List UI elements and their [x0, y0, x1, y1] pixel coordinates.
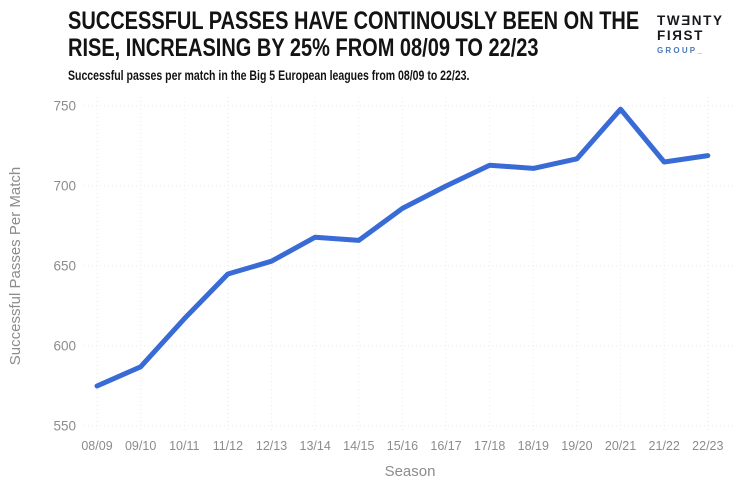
logo-word-group: GROUP_: [657, 46, 704, 55]
logo-word-first: FIЯST: [657, 28, 704, 43]
x-tick-label: 13/14: [300, 439, 331, 453]
y-tick-label: 750: [53, 99, 76, 114]
logo-word-twenty: TWƎNTY: [657, 13, 724, 28]
x-tick-label: 16/17: [430, 439, 461, 453]
x-tick-label: 10/11: [169, 439, 199, 453]
chart-canvas: 550 600 650 700 750 08/09 09/10 10/11 11/12 12/13…: [7, 97, 736, 480]
x-tick-label: 15/16: [387, 439, 418, 453]
y-tick-label: 700: [53, 179, 76, 194]
x-tick-label: 11/12: [213, 439, 243, 453]
y-tick-label: 550: [53, 419, 76, 434]
line-chart: 550 600 650 700 750 08/09 09/10 10/11 11/12 12/13…: [0, 84, 750, 499]
page-subtitle: Successful passes per match in the Big 5…: [68, 68, 470, 83]
x-tick-label: 17/18: [474, 439, 505, 453]
x-tick-label: 09/10: [125, 439, 156, 453]
y-tick-label: 650: [53, 259, 76, 274]
x-tick-label: 19/20: [561, 439, 592, 453]
x-tick-label: 20/21: [605, 439, 636, 453]
x-axis-title: Season: [385, 463, 436, 480]
x-tick-label: 18/19: [518, 439, 549, 453]
page-title-line-1: SUCCESSFUL PASSES HAVE CONTINOUSLY BEEN …: [68, 7, 640, 35]
passes-series-line: [94, 106, 711, 389]
chart-header: SUCCESSFUL PASSES HAVE CONTINOUSLY BEEN …: [68, 7, 668, 84]
x-tick-label: 22/23: [692, 439, 723, 453]
x-tick-label: 08/09: [81, 439, 112, 453]
x-tick-label: 14/15: [343, 439, 374, 453]
y-axis-title: Successful Passes Per Match: [7, 167, 24, 365]
x-tick-label: 21/22: [649, 439, 680, 453]
x-tick-label: 12/13: [256, 439, 287, 453]
twenty-first-group-logo: TWƎNTY FIЯST GROUP_: [657, 13, 724, 55]
page-title-line-2: RISE, INCREASING BY 25% FROM 08/09 TO 22…: [68, 34, 539, 62]
y-tick-label: 600: [53, 339, 76, 354]
